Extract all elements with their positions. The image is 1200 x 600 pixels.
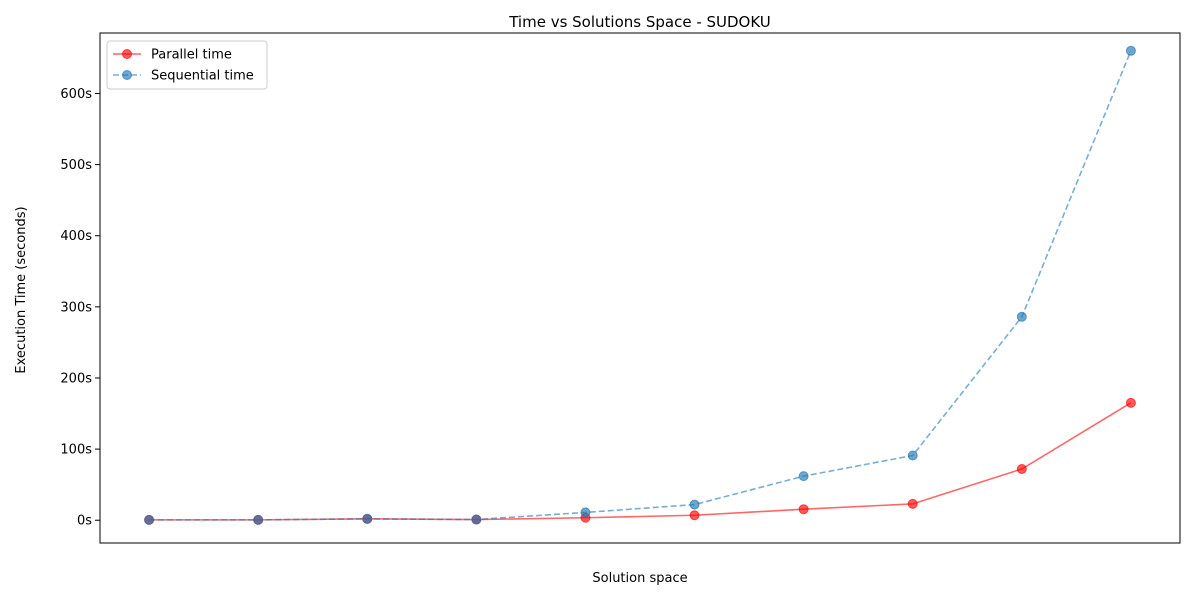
data-point-parallel-time [1125, 397, 1136, 408]
x-axis-label: Solution space [592, 571, 687, 586]
y-tick-label: 600s [60, 87, 92, 102]
data-point-sequential-time [471, 514, 482, 525]
legend-marker-sequential-time [122, 70, 132, 80]
data-point-parallel-time [907, 498, 918, 509]
data-point-sequential-time [580, 507, 591, 518]
data-point-parallel-time [798, 504, 809, 515]
data-point-sequential-time [689, 499, 700, 510]
data-point-sequential-time [362, 513, 373, 524]
data-point-sequential-time [1125, 45, 1136, 56]
data-point-sequential-time [798, 471, 809, 482]
data-point-sequential-time [1016, 311, 1027, 322]
y-tick-label: 0s [77, 514, 92, 529]
chart-title: Time vs Solutions Space - SUDOKU [508, 13, 771, 31]
data-point-parallel-time [1016, 464, 1027, 475]
plot-area: 0s 100s 200s 300s 400s 500s 600s [60, 32, 1181, 544]
series-line-sequential-time [149, 50, 1132, 521]
y-tick-label: 500s [60, 158, 92, 173]
data-point-sequential-time [907, 450, 918, 461]
y-axis-label: Execution Time (seconds) [14, 206, 29, 373]
plot-frame [99, 32, 1181, 544]
legend-label-parallel-time: Parallel time [151, 48, 232, 63]
legend-box [106, 40, 268, 90]
y-tick-label: 300s [60, 300, 92, 315]
data-point-parallel-time [689, 510, 700, 521]
data-point-sequential-time [144, 514, 155, 525]
y-tick-label: 400s [60, 229, 92, 244]
legend-marker-parallel-time [122, 49, 132, 59]
y-tick-label: 200s [60, 371, 92, 386]
legend: Parallel time Sequential time [106, 40, 268, 90]
y-tick-label: 100s [60, 443, 92, 458]
legend-label-sequential-time: Sequential time [151, 69, 254, 84]
data-point-sequential-time [253, 514, 264, 525]
